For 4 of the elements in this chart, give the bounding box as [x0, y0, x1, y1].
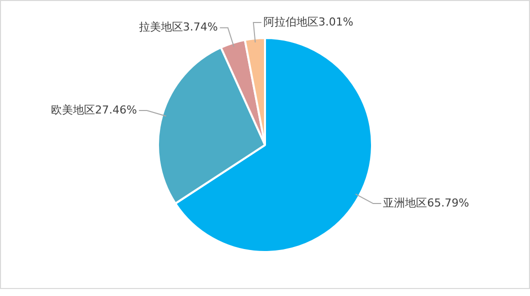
slice-label: 欧美地区27.46% [50, 103, 137, 116]
slice-label: 拉美地区3.74% [138, 20, 218, 34]
slice-label: 阿拉伯地区3.01% [263, 15, 354, 28]
slice-label: 亚洲地区65.79% [383, 196, 470, 210]
